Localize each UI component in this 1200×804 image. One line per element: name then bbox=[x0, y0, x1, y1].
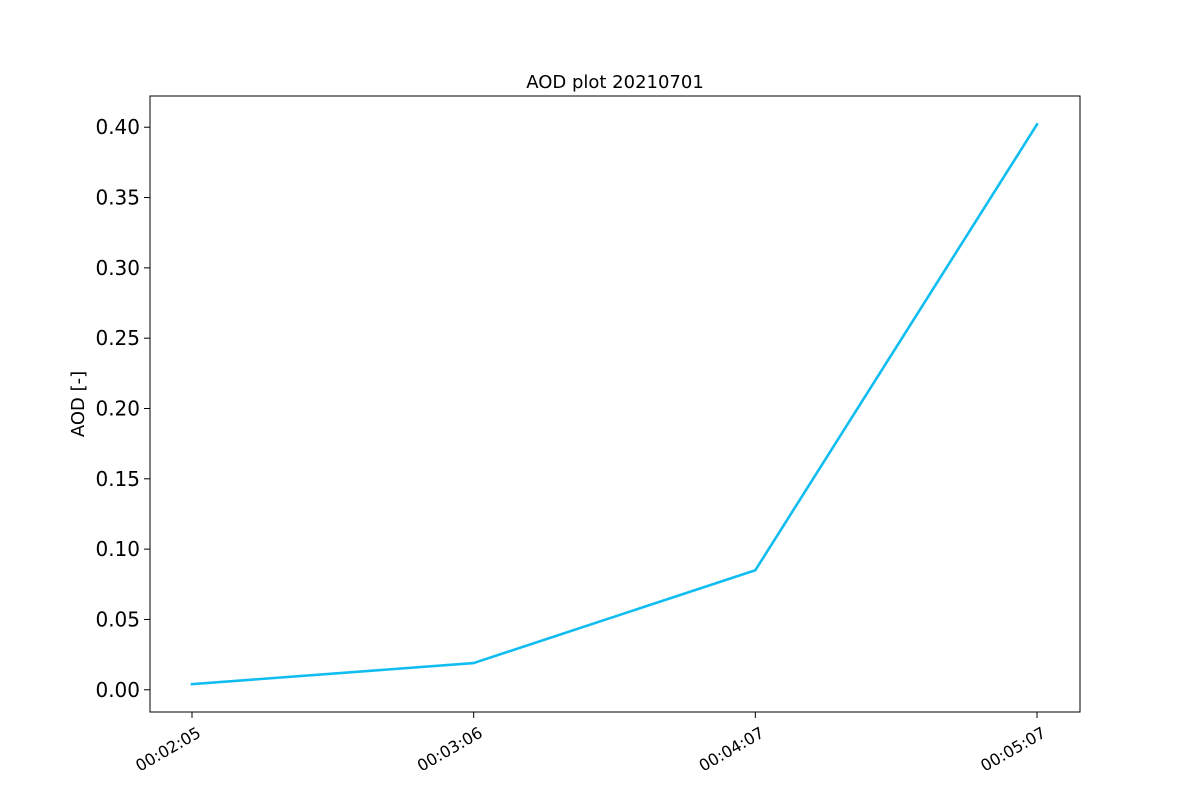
y-tick-label: 0.05 bbox=[95, 607, 140, 631]
y-tick-label: 0.00 bbox=[95, 678, 140, 702]
y-tick-label: 0.10 bbox=[95, 537, 140, 561]
y-tick-label: 0.35 bbox=[95, 186, 140, 210]
y-tick-label: 0.25 bbox=[95, 326, 140, 350]
chart-title: AOD plot 20210701 bbox=[526, 72, 704, 93]
y-tick-label: 0.20 bbox=[95, 397, 140, 421]
y-tick-label: 0.15 bbox=[95, 467, 140, 491]
plot-area bbox=[190, 122, 1039, 686]
series-line-0 bbox=[190, 122, 1039, 686]
y-axis-label: AOD [-] bbox=[68, 371, 89, 437]
axes: 0.000.050.100.150.200.250.300.350.4000:0… bbox=[95, 95, 1081, 775]
y-tick-label: 0.40 bbox=[95, 115, 140, 139]
axes-frame bbox=[149, 95, 1081, 713]
y-tick-label: 0.30 bbox=[95, 256, 140, 280]
